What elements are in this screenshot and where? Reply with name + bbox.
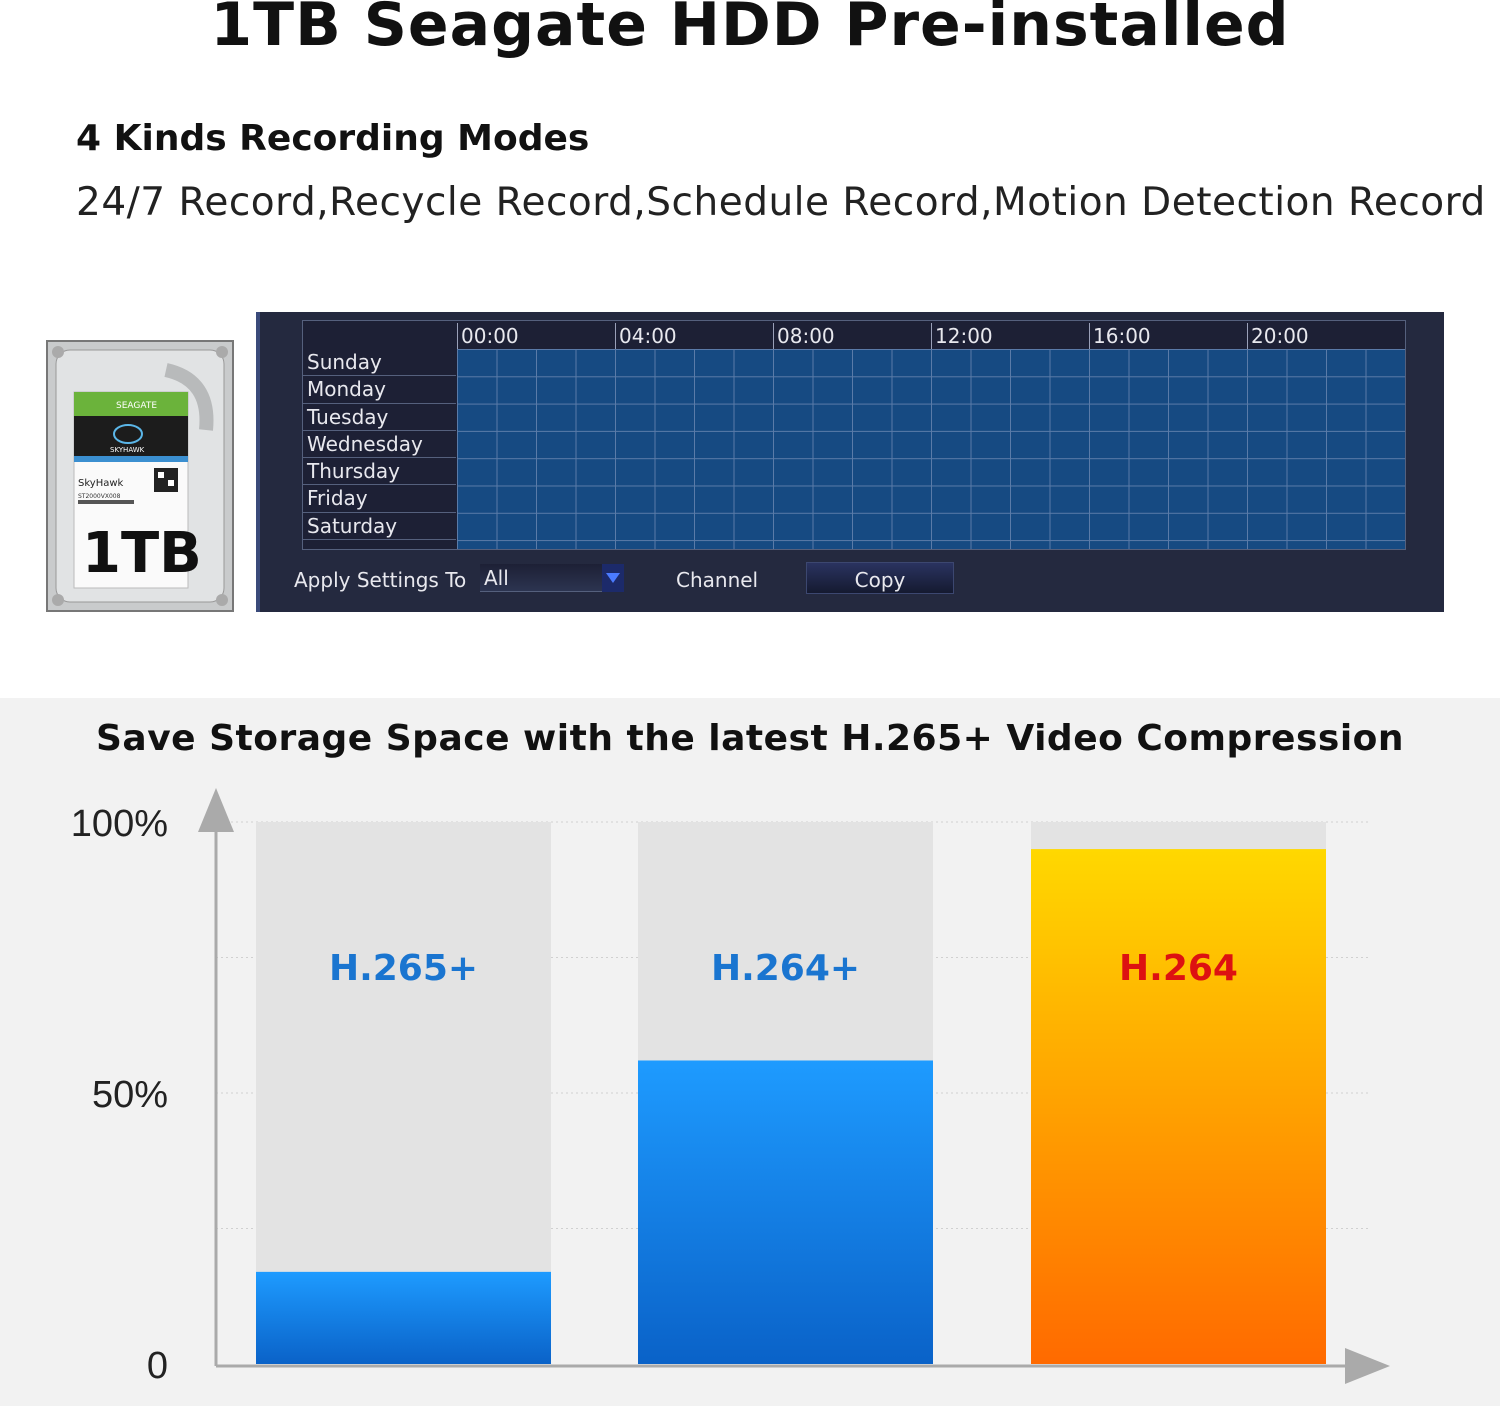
time-label: 04:00 bbox=[615, 323, 677, 349]
bar-h265 bbox=[256, 1271, 551, 1364]
y-tick-label: 100% bbox=[71, 803, 168, 845]
hdd-capacity: 1TB bbox=[82, 521, 202, 586]
chart-title: Save Storage Space with the latest H.265… bbox=[95, 718, 1405, 759]
time-label: 00:00 bbox=[457, 323, 519, 349]
apply-settings-label: Apply Settings To bbox=[294, 568, 467, 592]
x-axis-arrow-icon bbox=[1345, 1348, 1390, 1384]
hdd-brand-text: SEAGATE bbox=[116, 401, 157, 411]
bar-label: H.265+ bbox=[329, 948, 478, 989]
schedule-cells[interactable] bbox=[457, 349, 1405, 549]
day-list: Sunday Monday Tuesday Wednesday Thursday… bbox=[303, 349, 456, 541]
page-title: 1TB Seagate HDD Pre-installed bbox=[210, 0, 1290, 60]
apply-settings-select[interactable]: All bbox=[480, 564, 624, 592]
bar-label: H.264+ bbox=[711, 948, 860, 989]
time-label: 16:00 bbox=[1089, 323, 1151, 349]
time-label: 08:00 bbox=[773, 323, 835, 349]
day-label-sunday: Sunday bbox=[303, 349, 456, 377]
hdd-model-line: SKYHAWK bbox=[110, 446, 145, 454]
schedule-panel: 00:00 04:00 08:00 12:00 16:00 20:00 Sund… bbox=[256, 312, 1444, 612]
chevron-down-icon[interactable] bbox=[602, 564, 624, 592]
schedule-grid: 00:00 04:00 08:00 12:00 16:00 20:00 Sund… bbox=[302, 320, 1406, 550]
bar-h264 bbox=[638, 1060, 933, 1364]
channel-label: Channel bbox=[676, 568, 759, 592]
time-label: 12:00 bbox=[931, 323, 993, 349]
time-header: 00:00 04:00 08:00 12:00 16:00 20:00 bbox=[303, 321, 1405, 349]
time-label: 20:00 bbox=[1247, 323, 1309, 349]
day-label-friday: Friday bbox=[303, 485, 456, 513]
bar-label: H.264 bbox=[1119, 948, 1238, 989]
day-label-thursday: Thursday bbox=[303, 458, 456, 486]
bar-h264 bbox=[1031, 849, 1326, 1364]
day-label-saturday: Saturday bbox=[303, 513, 456, 541]
day-label-monday: Monday bbox=[303, 376, 456, 404]
y-tick-label: 50% bbox=[92, 1074, 168, 1116]
day-label-wednesday: Wednesday bbox=[303, 431, 456, 459]
hdd-part: ST2000VX008 bbox=[78, 493, 121, 500]
copy-button[interactable]: Copy bbox=[806, 562, 954, 594]
seagate-hdd-image: SEAGATE SKYHAWK SkyHawk ST2000VX008 1TB bbox=[46, 340, 234, 612]
day-label-tuesday: Tuesday bbox=[303, 404, 456, 431]
apply-settings-value: All bbox=[484, 566, 509, 590]
y-tick-label: 0 bbox=[147, 1345, 168, 1387]
hdd-name: SkyHawk bbox=[78, 478, 124, 489]
recording-modes-list: 24/7 Record,Recycle Record,Schedule Reco… bbox=[76, 180, 1486, 225]
recording-modes-heading: 4 Kinds Recording Modes bbox=[76, 118, 590, 159]
y-axis-arrow-icon bbox=[198, 788, 234, 832]
